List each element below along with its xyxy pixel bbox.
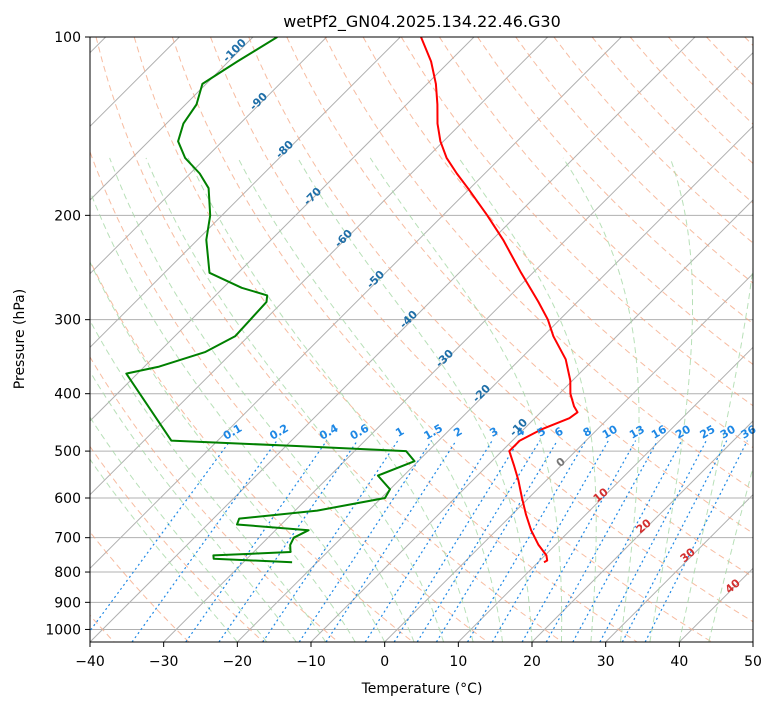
- y-tick-label: 800: [54, 565, 81, 581]
- moist-adiabat-line: [90, 260, 356, 642]
- dry-adiabat-line: [90, 259, 414, 642]
- dry-adiabat-line: [133, 37, 638, 642]
- isotherm-line: [90, 37, 475, 422]
- plot-frame: [89, 36, 754, 643]
- y-tick-label: 600: [54, 491, 81, 507]
- mixing-ratio-line: [262, 440, 399, 642]
- isotherm-line: [384, 272, 753, 642]
- moist-adiabat-line: [90, 189, 386, 642]
- mixing-ratio-line: [131, 440, 278, 642]
- mixing-ratio-line: [545, 440, 659, 642]
- isotherm-line: [236, 125, 753, 642]
- dry-adiabat-line: [95, 37, 563, 642]
- plot-area: [90, 37, 753, 642]
- mixing-ratio-line: [491, 440, 609, 642]
- y-tick-label: 300: [54, 313, 81, 329]
- isotherm-line: [90, 37, 622, 570]
- x-axis-label: Temperature (°C): [361, 681, 483, 697]
- moist-adiabat-line: [649, 157, 693, 642]
- y-tick-label: 500: [54, 444, 81, 460]
- mixing-ratio-line: [218, 440, 358, 642]
- y-axis-label: Pressure (hPa): [12, 289, 28, 389]
- isotherm-line: [90, 37, 549, 496]
- mixing-ratio-line: [416, 440, 541, 642]
- moist-adiabat-line: [90, 458, 238, 642]
- y-tick-label: 100: [54, 30, 81, 46]
- y-tick-label: 700: [54, 531, 81, 547]
- temperature-profile-line: [420, 37, 579, 564]
- x-tick-label: −10: [296, 654, 326, 670]
- dry-adiabat-line: [286, 37, 753, 534]
- dry-adiabat-line: [171, 37, 712, 642]
- dry-adiabat-line: [324, 37, 753, 491]
- isotherm-line: [90, 37, 401, 349]
- y-tick-label: 1000: [45, 622, 81, 638]
- moist-adiabat-line: [145, 157, 445, 642]
- dry-adiabat-line: [90, 150, 488, 642]
- moist-adiabat-line: [678, 264, 753, 642]
- x-tick-label: 0: [380, 654, 389, 670]
- x-tick-label: −40: [75, 654, 105, 670]
- isotherm-line: [605, 493, 753, 642]
- isotherm-line: [90, 37, 254, 201]
- mixing-ratio-line: [435, 440, 558, 642]
- isotherm-line: [90, 37, 696, 642]
- mixing-ratio-line: [466, 440, 587, 642]
- chart-title: wetPf2_GN04.2025.134.22.46.G30: [283, 12, 561, 32]
- moist-adiabat-line: [90, 416, 268, 642]
- dewpoint-profile-line: [125, 37, 416, 564]
- isotherm-line: [90, 37, 328, 275]
- moist-adiabat-line: [90, 319, 327, 642]
- x-tick-label: 20: [523, 654, 541, 670]
- dry-adiabat-line: [248, 37, 753, 578]
- y-tick-label: 200: [54, 208, 81, 224]
- isotherm-line: [163, 51, 753, 642]
- mixing-ratio-line: [521, 440, 637, 642]
- dry-adiabat-line: [90, 356, 339, 642]
- moist-adiabat-line: [297, 157, 533, 642]
- dry-adiabat-line: [90, 445, 264, 642]
- moist-adiabat-line: [708, 465, 753, 642]
- dry-adiabat-line: [210, 37, 753, 623]
- x-tick-label: 40: [670, 654, 688, 670]
- x-tick-label: 50: [744, 654, 762, 670]
- y-tick-label: 900: [54, 595, 81, 611]
- moist-adiabat-line: [90, 370, 297, 642]
- dry-adiabat-line: [438, 37, 753, 366]
- mixing-ratio-line: [572, 440, 683, 642]
- x-tick-label: 10: [449, 654, 467, 670]
- x-tick-label: −30: [149, 654, 179, 670]
- y-tick-label: 400: [54, 387, 81, 403]
- mixing-ratio-line: [185, 440, 328, 642]
- moist-adiabat-line: [562, 157, 640, 642]
- moist-adiabat-line: [458, 157, 597, 642]
- x-tick-label: 30: [597, 654, 615, 670]
- isotherm-line: [531, 420, 753, 642]
- moist-adiabat-line: [369, 157, 563, 642]
- x-tick-label: −20: [223, 654, 253, 670]
- moist-adiabat-line: [187, 157, 474, 642]
- dry-adiabat-line: [477, 37, 753, 325]
- moist-adiabat-line: [109, 157, 415, 642]
- mixing-ratio-line: [90, 440, 231, 632]
- mixing-ratio-line: [298, 440, 432, 642]
- isotherm-line: [457, 346, 753, 642]
